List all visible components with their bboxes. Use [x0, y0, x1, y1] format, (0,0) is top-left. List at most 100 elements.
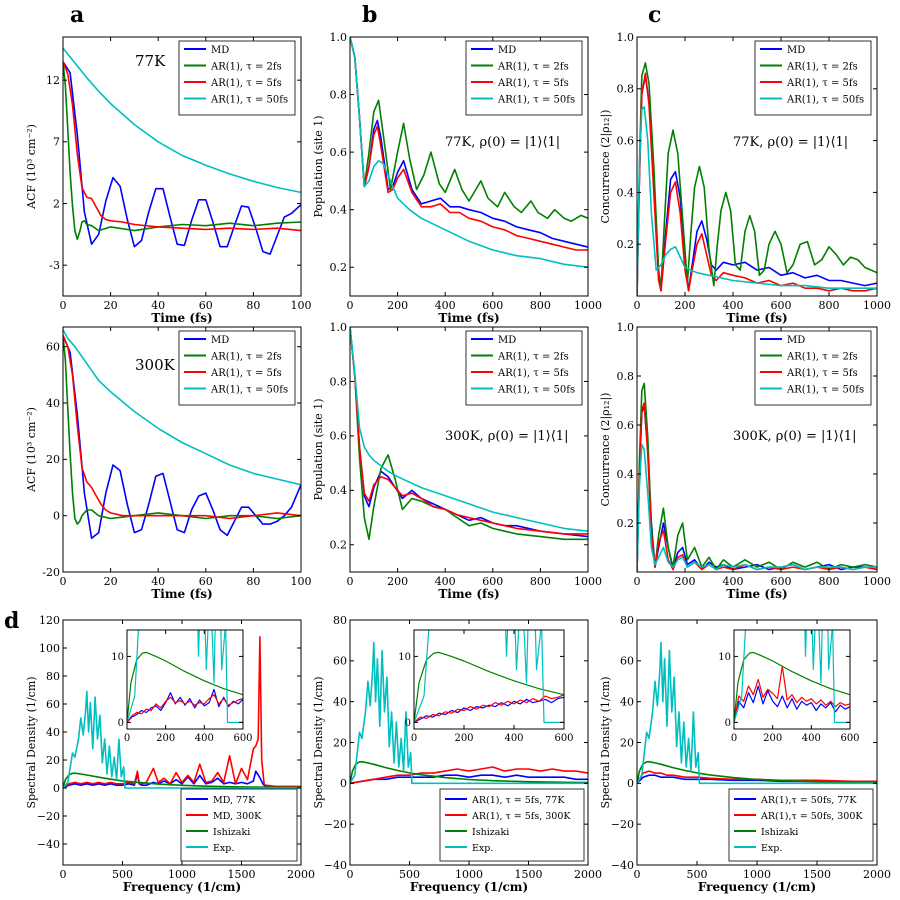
c1-frame	[636, 36, 878, 297]
a1-legend-entry: AR(1), τ = 5fs	[210, 78, 282, 89]
c2-legend-entry: AR(1), τ = 50fs	[786, 385, 864, 396]
d1-ytick-label: 0	[53, 782, 60, 795]
a1-xtick-label: 0	[60, 299, 67, 312]
c1-series-4	[637, 106, 877, 296]
inset-d3-series-1	[734, 685, 850, 723]
d1-ytick-label: 120	[39, 614, 60, 627]
inset-d3-series-2	[734, 665, 850, 723]
d2-xtick-label: 0	[347, 868, 354, 881]
c1-ytick-label: 0.2	[617, 238, 635, 251]
inset-d2-frame	[413, 629, 565, 730]
b1-legend: MD AR(1), τ = 2fs AR(1), τ = 5fs AR(1), τ =…	[465, 40, 583, 116]
b2-ytick-label: 1.0	[330, 321, 348, 334]
chart-a1: 0 20 40 60 80 100 -3 2 7 12 Time (fs) ACF (10³ cm⁻²…	[25, 36, 312, 325]
c1-legend-entry: AR(1), τ = 2fs	[786, 62, 858, 73]
b1-legend-entry: AR(1), τ = 2fs	[497, 62, 569, 73]
inset-d1-ytick-label: 10	[111, 652, 124, 663]
inset-d2-ytick-label: 10	[398, 652, 411, 663]
c2-legend-box	[754, 330, 872, 406]
d1-legend-entry: Ishizaki	[213, 827, 250, 838]
d2-series-group	[350, 641, 588, 785]
b2-legend-entry: MD	[498, 335, 516, 346]
d3-series-4	[637, 641, 877, 785]
d3-xtick-label: 2000	[863, 868, 891, 881]
d3-xtick-label: 1000	[743, 868, 771, 881]
a1-legend-entry: MD	[211, 45, 229, 56]
c2-ytick-label: 1.0	[617, 321, 635, 334]
c1-xtick-label: 200	[675, 299, 696, 312]
a1-ytick-label: 7	[53, 136, 60, 149]
d2-xtick-label: 1000	[455, 868, 483, 881]
chart-c1: 0 200 400 600 800 1000 0.2 0.4 0.6 0.8 1.0 Time (fs…	[599, 31, 891, 325]
d2-xtick-label: 500	[399, 868, 420, 881]
b2-xtick-label: 800	[530, 575, 551, 588]
c2-legend-entry: AR(1), τ = 5fs	[786, 368, 858, 379]
a1-ytick-label: 12	[46, 74, 60, 87]
inset-d2-ytick-label: 0	[405, 718, 411, 729]
b2-legend-box	[465, 330, 583, 406]
b1-xtick-label: 600	[482, 299, 503, 312]
a1-xlabel: Time (fs)	[151, 311, 212, 325]
d1-xtick-label: 0	[60, 868, 67, 881]
a2-ylabel: ACF (10³ cm⁻²)	[25, 407, 38, 493]
a1-xtick-label: 80	[246, 299, 260, 312]
panel-letter-a: a	[70, 2, 84, 28]
d2-legend-entry: AR(1), τ = 5fs, 300K	[471, 811, 571, 822]
b1-legend-entry: AR(1), τ = 50fs	[497, 95, 575, 106]
d2-series-3	[350, 760, 588, 784]
c2-legend: MD AR(1), τ = 2fs AR(1), τ = 5fs AR(1), τ =…	[754, 330, 872, 406]
b1-xtick-label: 800	[530, 299, 551, 312]
b1-xtick-label: 0	[347, 299, 354, 312]
b1-xtick-label: 1000	[574, 299, 602, 312]
c2-xtick-label: 800	[819, 575, 840, 588]
a1-series-4	[63, 47, 301, 194]
d3-xlabel: Frequency (1/cm)	[698, 880, 816, 894]
b1-series-2	[350, 37, 588, 222]
d2-ytick-label: −40	[324, 859, 347, 872]
d3-ytick-label: 60	[620, 655, 634, 668]
a1-annotation: 77K	[135, 52, 166, 70]
d2-series-1	[350, 774, 588, 785]
inset-d2-xtick-label: 200	[454, 733, 473, 744]
c2-ytick-label: 0.4	[617, 468, 635, 481]
a1-series-group	[63, 47, 301, 255]
inset-d2-series-group	[414, 630, 564, 724]
a1-ytick-label: 2	[53, 197, 60, 210]
c1-xtick-label: 800	[819, 299, 840, 312]
c1-ylabel: Concurrence (2|ρ₁₂|)	[599, 110, 613, 224]
b1-frame	[349, 36, 589, 297]
panel-letter-b: b	[362, 2, 377, 28]
inset-d3-xtick-label: 0	[731, 733, 737, 744]
b2-xtick-label: 200	[387, 575, 408, 588]
a2-legend: MD AR(1), τ = 2fs AR(1), τ = 5fs AR(1), τ =…	[178, 330, 296, 406]
b1-legend-entry: AR(1), τ = 5fs	[497, 78, 569, 89]
c1-series-group	[637, 62, 877, 296]
inset-d1-xtick-label: 400	[195, 733, 214, 744]
a2-xtick-label: 80	[246, 575, 260, 588]
inset-d2-xtick-label: 600	[554, 733, 573, 744]
c2-xtick-label: 400	[723, 575, 744, 588]
a2-ytick-label: 0	[53, 510, 60, 523]
c1-xlabel: Time (fs)	[726, 311, 787, 325]
d1-ytick-label: −40	[37, 838, 60, 851]
inset-d3-ytick-label: 10	[718, 652, 731, 663]
c2-legend-entry: MD	[787, 335, 805, 346]
a2-legend-entry: AR(1), τ = 50fs	[210, 385, 288, 396]
d3-xtick-label: 1500	[803, 868, 831, 881]
inset-d3-xtick-label: 400	[802, 733, 821, 744]
d1-legend-entry: Exp.	[213, 843, 234, 854]
a2-frame	[62, 326, 302, 573]
b2-annotation: 300K, ρ(0) = |1⟩⟨1|	[445, 429, 568, 444]
inset-d3: 0 200 400 600 0 10	[718, 629, 860, 744]
b1-series-group	[350, 37, 588, 268]
d3-legend-entry: AR(1),τ = 50fs, 300K	[760, 811, 863, 822]
b1-ytick-label: 0.4	[330, 204, 348, 217]
c2-series-4	[637, 443, 877, 572]
d1-ytick-label: 100	[39, 642, 60, 655]
c1-ytick-label: 1.0	[617, 31, 635, 44]
a2-xtick-label: 20	[104, 575, 118, 588]
c2-series-group	[637, 382, 877, 572]
a2-legend-entry: AR(1), τ = 2fs	[210, 352, 282, 363]
d2-legend-entry: Exp.	[472, 843, 493, 854]
